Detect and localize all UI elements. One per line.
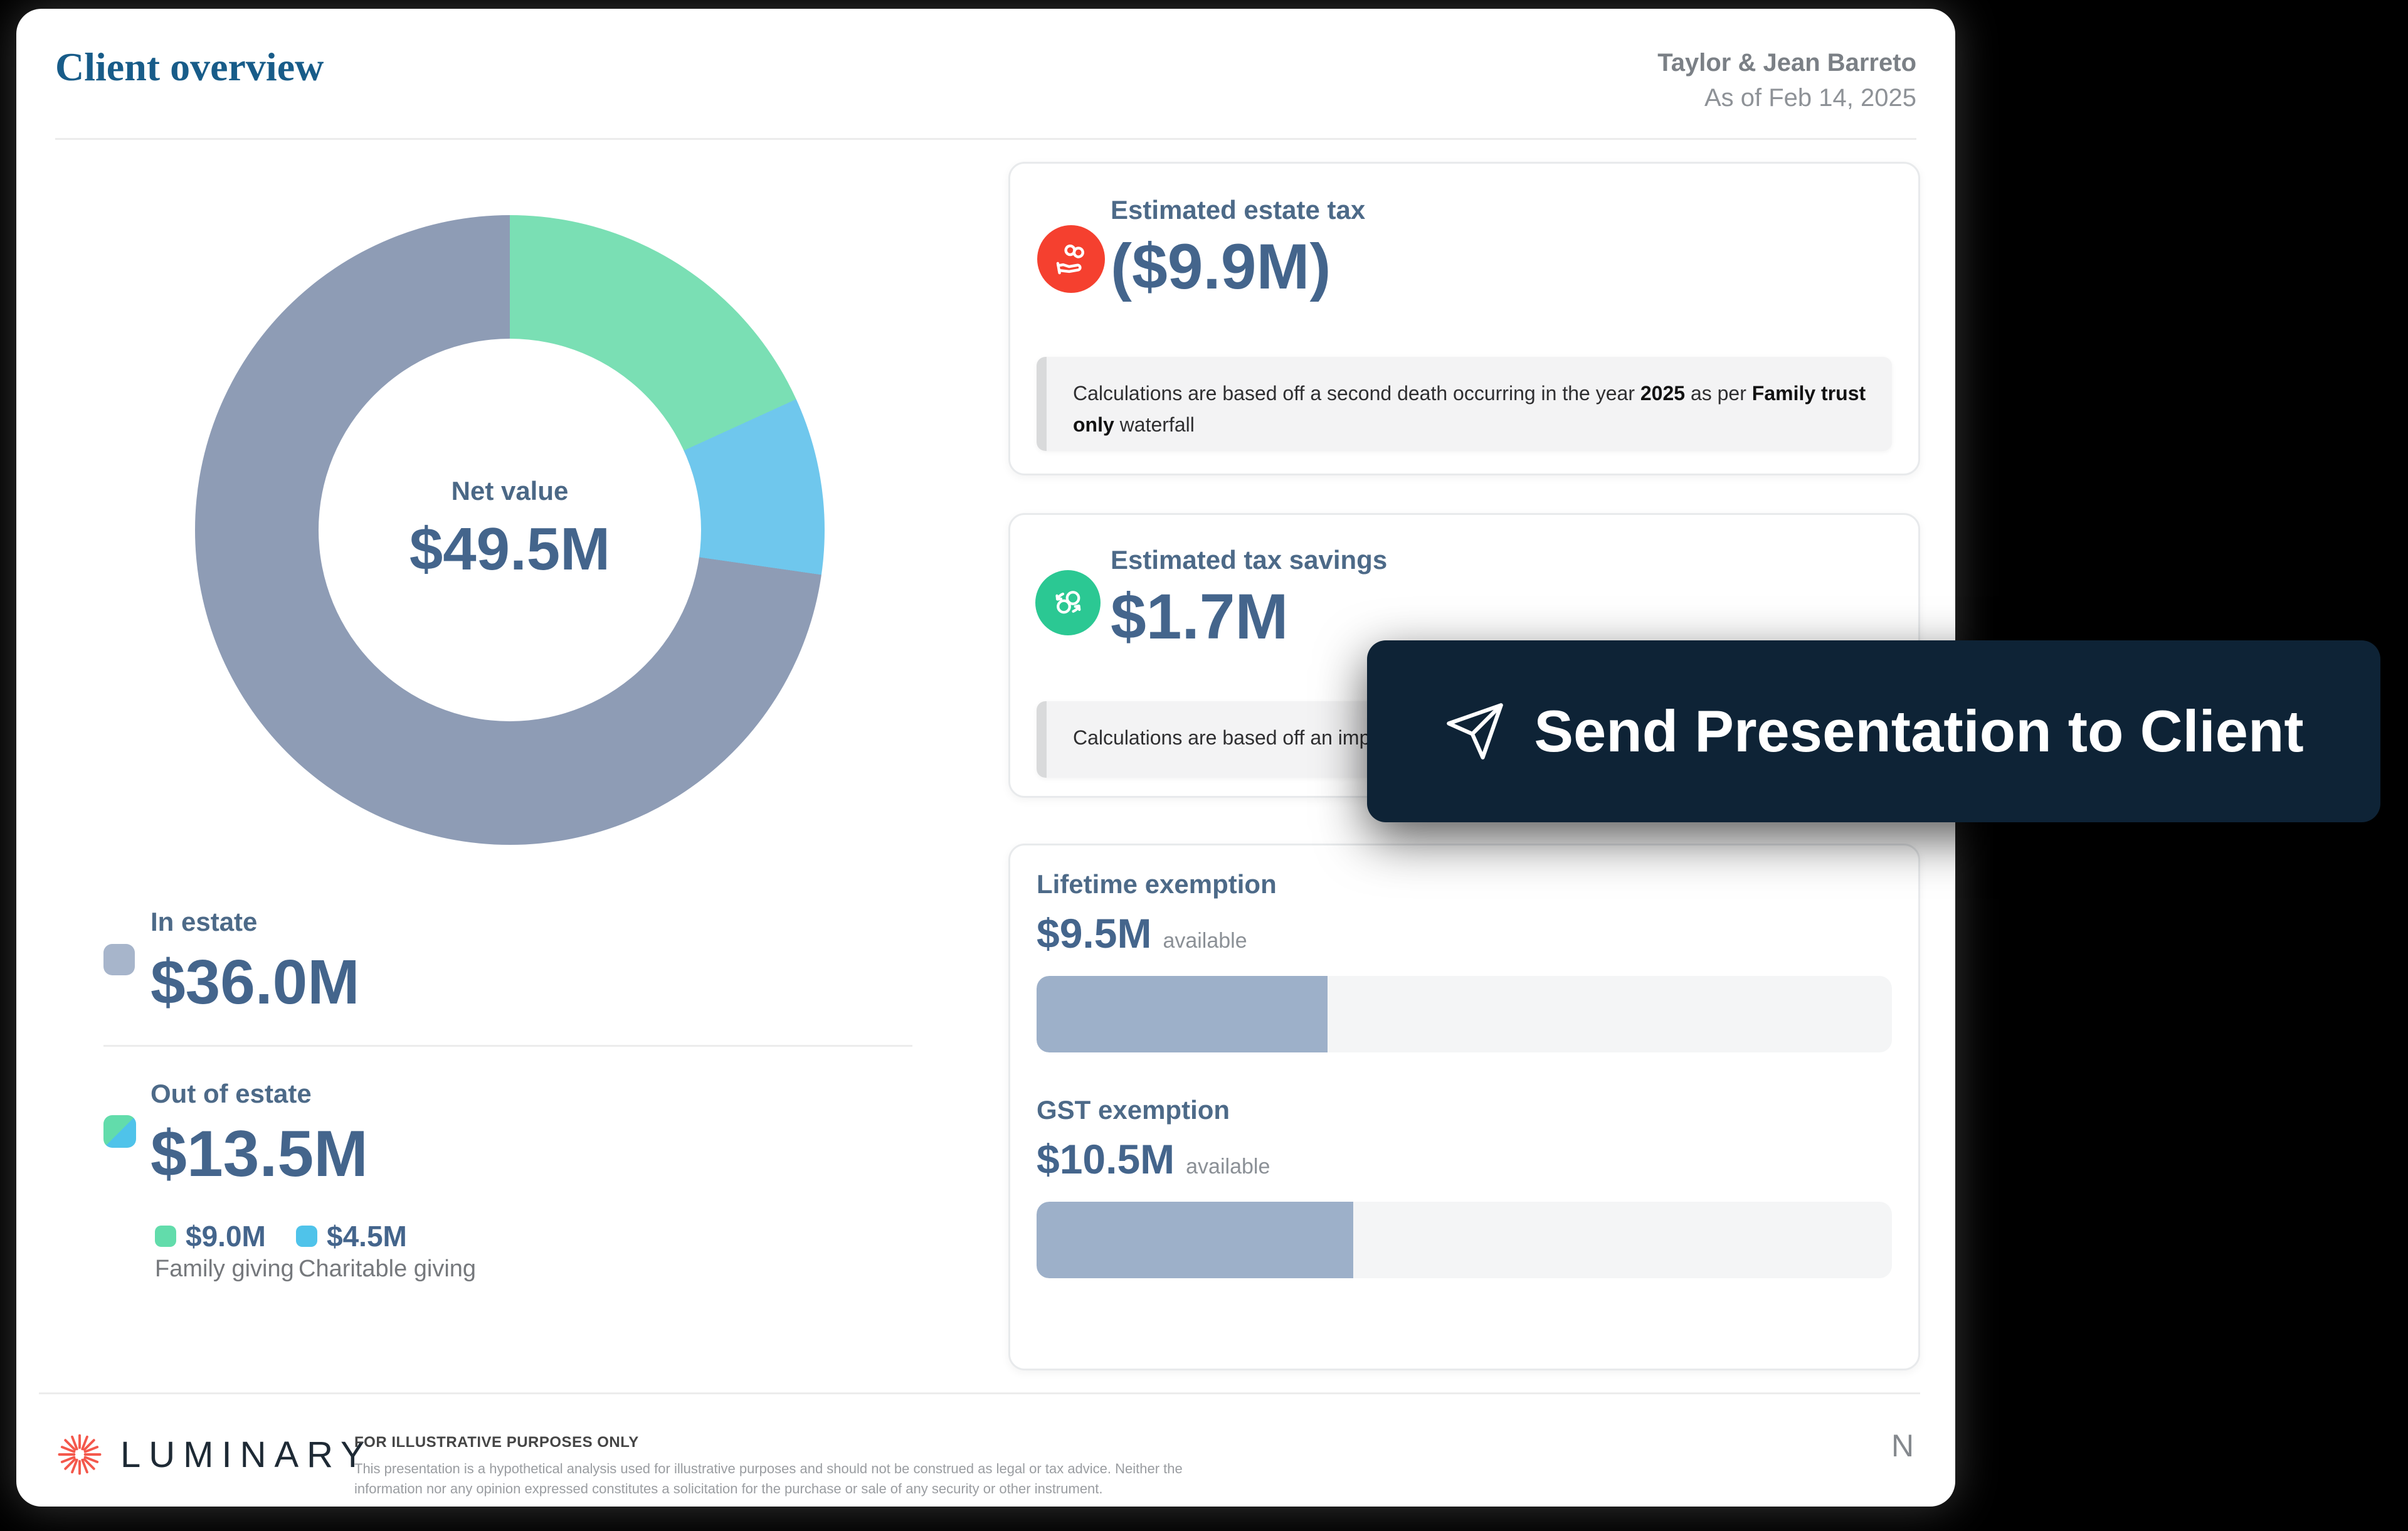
- estate-tax-amount: ($9.9M): [1111, 231, 1331, 302]
- paper-plane-icon: [1447, 703, 1504, 760]
- out-of-estate-value: $13.5M: [150, 1118, 368, 1190]
- donut-center-value: $49.5M: [409, 516, 611, 583]
- donut-center: Net value $49.5M: [319, 339, 701, 721]
- tax-savings-note-text: Calculations are based off an impl: [1073, 726, 1375, 749]
- lifetime-exemption-bar: [1037, 976, 1892, 1052]
- header-divider: [55, 138, 1916, 140]
- family-giving-label: Family giving: [155, 1256, 294, 1282]
- gst-exemption-bar-fill: [1037, 1202, 1353, 1278]
- as-of-date: As of Feb 14, 2025: [1704, 84, 1916, 112]
- page-marker: N: [1891, 1428, 1914, 1463]
- note-accent-bar: [1037, 701, 1047, 778]
- estate-tax-note-text: Calculations are based off a second deat…: [1073, 382, 1866, 436]
- in-estate-swatch: [103, 944, 135, 975]
- estate-tax-note: Calculations are based off a second deat…: [1037, 357, 1892, 451]
- out-of-estate-swatch: [103, 1115, 136, 1148]
- hand-coins-icon: [1037, 225, 1105, 293]
- estate-tax-card: Estimated estate tax ($9.9M) Calculation…: [1008, 162, 1920, 475]
- lifetime-exemption-amount: $9.5M: [1037, 910, 1152, 956]
- in-estate-value: $36.0M: [150, 947, 360, 1017]
- page-title: Client overview: [55, 45, 324, 89]
- charitable-giving-value: $4.5M: [327, 1220, 407, 1253]
- estate-summary-divider: [103, 1045, 912, 1047]
- tax-savings-title: Estimated tax savings: [1111, 545, 1388, 575]
- lifetime-exemption-title: Lifetime exemption: [1037, 869, 1277, 899]
- charitable-giving-swatch: [296, 1226, 317, 1247]
- gst-exemption-title: GST exemption: [1037, 1095, 1230, 1125]
- lifetime-exemption-available: available: [1163, 929, 1247, 953]
- starburst-icon: [58, 1434, 102, 1475]
- disclaimer-body: This presentation is a hypothetical anal…: [354, 1461, 1183, 1497]
- gst-exemption-bar: [1037, 1202, 1892, 1278]
- client-name: Taylor & Jean Barreto: [1657, 49, 1916, 77]
- lifetime-exemption-bar-fill: [1037, 976, 1328, 1052]
- donut-center-label: Net value: [451, 476, 569, 506]
- gst-exemption-amount: $10.5M: [1037, 1136, 1175, 1182]
- family-giving-swatch: [155, 1226, 176, 1247]
- send-presentation-button[interactable]: Send Presentation to Client: [1367, 640, 2380, 822]
- brand-name: LUMINARY: [120, 1434, 373, 1475]
- in-estate-heading: In estate: [150, 907, 258, 936]
- disclaimer-title: FOR ILLUSTRATIVE PURPOSES ONLY: [354, 1434, 639, 1451]
- note-accent-bar: [1037, 357, 1047, 451]
- exemptions-card: Lifetime exemption $9.5M available GST e…: [1008, 844, 1920, 1370]
- family-giving-value: $9.0M: [186, 1220, 266, 1253]
- send-presentation-label: Send Presentation to Client: [1534, 698, 2304, 764]
- tax-savings-amount: $1.7M: [1111, 581, 1289, 652]
- out-of-estate-heading: Out of estate: [150, 1079, 312, 1108]
- charitable-giving-label: Charitable giving: [298, 1256, 477, 1282]
- estate-tax-title: Estimated estate tax: [1111, 195, 1366, 225]
- gst-exemption-available: available: [1186, 1155, 1270, 1179]
- exchange-coins-icon: [1035, 570, 1101, 635]
- luminary-logo: LUMINARY: [55, 1430, 373, 1479]
- disclaimer: FOR ILLUSTRATIVE PURPOSES ONLY This pres…: [354, 1434, 1232, 1499]
- footer-divider: [39, 1392, 1920, 1394]
